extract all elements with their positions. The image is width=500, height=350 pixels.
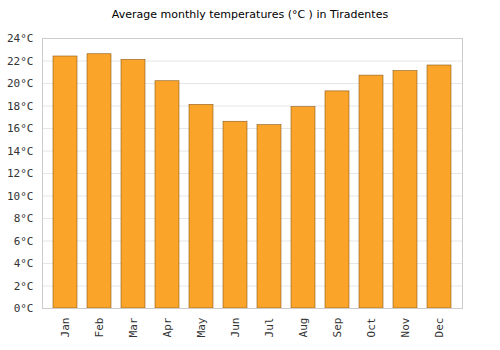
svg-text:Mar: Mar — [127, 317, 140, 337]
svg-text:2°C: 2°C — [14, 280, 34, 293]
svg-text:4°C: 4°C — [14, 257, 34, 270]
svg-text:Nov: Nov — [399, 317, 412, 337]
svg-text:22°C: 22°C — [7, 55, 34, 68]
svg-text:20°C: 20°C — [7, 77, 34, 90]
svg-text:18°C: 18°C — [7, 100, 34, 113]
svg-text:Sep: Sep — [331, 318, 344, 338]
svg-text:Jan: Jan — [59, 318, 72, 338]
svg-text:14°C: 14°C — [7, 145, 34, 158]
svg-text:16°C: 16°C — [7, 122, 34, 135]
svg-text:Feb: Feb — [93, 318, 106, 338]
svg-text:0°C: 0°C — [14, 302, 34, 315]
svg-text:Jun: Jun — [229, 318, 242, 338]
svg-text:Apr: Apr — [161, 317, 174, 337]
svg-text:Oct: Oct — [365, 318, 378, 338]
svg-text:24°C: 24°C — [7, 32, 34, 45]
svg-text:6°C: 6°C — [14, 235, 34, 248]
svg-text:May: May — [195, 317, 208, 337]
svg-text:Dec: Dec — [433, 318, 446, 338]
svg-text:12°C: 12°C — [7, 167, 34, 180]
svg-text:Aug: Aug — [297, 318, 310, 338]
html-text:Average monthly temperatures (: Average monthly temperatures (°C ) in Ti… — [111, 8, 389, 21]
svg-text:Jul: Jul — [263, 318, 276, 338]
svg-text:10°C: 10°C — [7, 190, 34, 203]
svg-text:8°C: 8°C — [14, 212, 34, 225]
